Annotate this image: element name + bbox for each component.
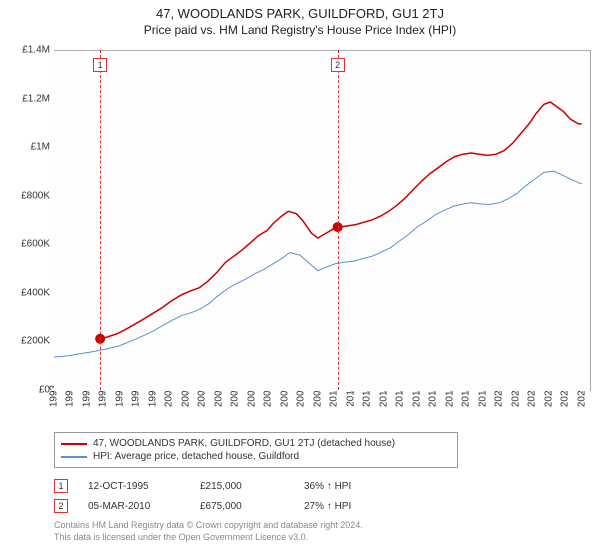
credit-line: Contains HM Land Registry data © Crown c… — [54, 520, 574, 532]
plot-svg — [54, 51, 590, 391]
plot-area — [54, 50, 591, 391]
event-marker-box: 2 — [54, 499, 68, 513]
y-tick-label: £400K — [6, 287, 50, 298]
legend-row: 47, WOODLANDS PARK, GUILDFORD, GU1 2TJ (… — [61, 437, 451, 450]
event-hpi: 27% ↑ HPI — [304, 501, 404, 512]
y-tick-label: £1M — [6, 142, 50, 153]
chart-event-marker: 2 — [331, 58, 345, 72]
chart-title: 47, WOODLANDS PARK, GUILDFORD, GU1 2TJ — [0, 0, 600, 21]
event-row: 2 05-MAR-2010 £675,000 27% ↑ HPI — [54, 496, 404, 516]
event-price: £675,000 — [200, 501, 284, 512]
series-hpi — [54, 171, 582, 357]
series-price_paid — [100, 102, 582, 339]
y-tick-label: £1.2M — [6, 93, 50, 104]
event-hpi: 36% ↑ HPI — [304, 481, 404, 492]
event-row: 1 12-OCT-1995 £215,000 36% ↑ HPI — [54, 476, 404, 496]
credit-text: Contains HM Land Registry data © Crown c… — [54, 520, 574, 543]
y-tick-label: £600K — [6, 239, 50, 250]
events-table: 1 12-OCT-1995 £215,000 36% ↑ HPI 2 05-MA… — [54, 476, 404, 516]
y-tick-label: £1.4M — [6, 45, 50, 56]
legend-swatch — [61, 456, 87, 458]
y-tick-label: £800K — [6, 190, 50, 201]
event-date: 12-OCT-1995 — [88, 481, 180, 492]
legend-label: HPI: Average price, detached house, Guil… — [93, 451, 299, 462]
legend-swatch — [61, 443, 87, 445]
y-tick-label: £200K — [6, 336, 50, 347]
legend-label: 47, WOODLANDS PARK, GUILDFORD, GU1 2TJ (… — [93, 438, 395, 449]
event-price: £215,000 — [200, 481, 284, 492]
legend-row: HPI: Average price, detached house, Guil… — [61, 450, 451, 463]
event-marker-box: 1 — [54, 479, 68, 493]
event-date: 05-MAR-2010 — [88, 501, 180, 512]
y-tick-label: £0 — [6, 385, 50, 396]
chart-event-marker: 1 — [93, 58, 107, 72]
chart-subtitle: Price paid vs. HM Land Registry's House … — [0, 21, 600, 41]
legend: 47, WOODLANDS PARK, GUILDFORD, GU1 2TJ (… — [54, 432, 458, 468]
chart-container: 47, WOODLANDS PARK, GUILDFORD, GU1 2TJ P… — [0, 0, 600, 560]
credit-line: This data is licensed under the Open Gov… — [54, 532, 574, 544]
